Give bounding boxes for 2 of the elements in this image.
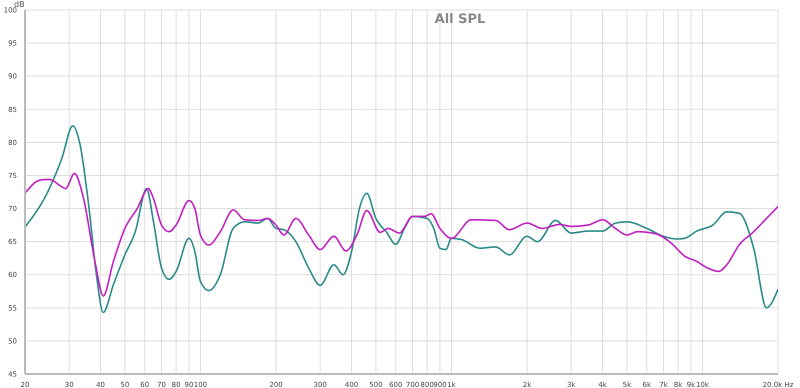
y-axis-title: dB	[14, 0, 25, 9]
chart-title: All SPL	[434, 12, 486, 27]
